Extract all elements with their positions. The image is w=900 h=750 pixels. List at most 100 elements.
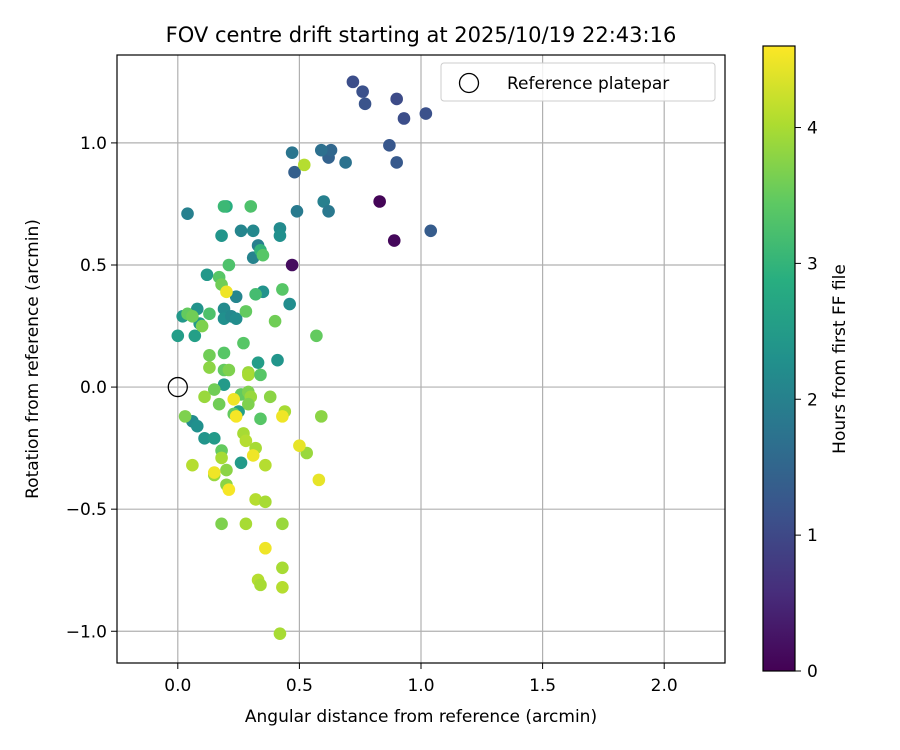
data-point [397, 112, 411, 125]
y-tick-label: −1.0 [66, 622, 107, 642]
colorbar-tick-label: 2 [807, 390, 818, 410]
data-point [310, 329, 323, 343]
data-point [229, 410, 243, 423]
data-point [222, 258, 236, 272]
data-point [249, 287, 262, 301]
data-point [276, 517, 289, 531]
data-point [312, 473, 326, 487]
y-axis-title: Rotation from reference (arcmin) [23, 219, 43, 499]
y-tick-label: −0.5 [66, 500, 107, 520]
data-point [215, 517, 228, 531]
data-point [285, 146, 299, 159]
data-point [317, 195, 331, 208]
data-point [227, 392, 241, 406]
data-point [222, 483, 236, 496]
data-point [259, 541, 272, 555]
data-point [207, 383, 221, 396]
data-point [390, 92, 403, 106]
data-point [239, 517, 253, 531]
data-point [222, 363, 236, 377]
data-point [424, 224, 438, 238]
legend-label-reference: Reference platepar [507, 74, 669, 94]
data-point [203, 361, 216, 374]
data-point [244, 200, 258, 213]
data-point [276, 410, 289, 423]
data-point [297, 158, 311, 172]
legend-marker-reference [458, 72, 480, 94]
data-point [242, 397, 255, 411]
data-point [246, 224, 260, 238]
data-point [234, 456, 248, 470]
x-tick-label: 0.5 [286, 676, 313, 696]
data-point [268, 314, 282, 328]
data-point [239, 434, 253, 448]
y-tick-label: 0.5 [80, 256, 107, 276]
data-point [390, 156, 403, 169]
data-point [200, 268, 214, 282]
data-point [186, 309, 199, 323]
legend: Reference platepar [440, 62, 716, 102]
data-point [188, 329, 202, 343]
legend-box [440, 62, 716, 102]
data-point [178, 410, 192, 423]
colorbar-ticks: 0 1 2 3 4 [795, 119, 818, 682]
data-point [215, 451, 228, 465]
x-tick-label: 0.0 [164, 676, 191, 696]
data-point [181, 207, 194, 221]
data-point [314, 143, 328, 157]
data-point [358, 97, 372, 111]
data-point [171, 329, 185, 343]
data-point [217, 346, 231, 360]
data-point [198, 390, 211, 404]
data-point [387, 234, 401, 247]
data-point [215, 229, 228, 242]
data-point [220, 463, 233, 477]
data-point [254, 412, 267, 426]
colorbar [762, 45, 796, 672]
data-point [259, 495, 272, 509]
data-point [220, 285, 233, 299]
data-point [217, 378, 231, 391]
data-point [276, 561, 289, 575]
x-tick-label: 1.5 [529, 676, 556, 696]
x-tick-label: 2.0 [651, 676, 678, 696]
data-point [246, 449, 260, 462]
reference-marker-group [167, 376, 188, 398]
data-point [239, 305, 253, 318]
data-point [288, 165, 301, 179]
chart-title: FOV centre drift starting at 2025/10/19 … [166, 23, 677, 47]
data-point [186, 458, 199, 472]
data-point [271, 353, 284, 367]
data-point [373, 195, 386, 208]
data-point [356, 85, 369, 98]
y-axis-ticks: −1.0 −0.5 0.0 0.5 1.0 [66, 134, 117, 642]
data-point [203, 349, 216, 362]
data-point [207, 466, 221, 479]
data-point [190, 419, 204, 433]
data-point [290, 204, 304, 218]
colorbar-tick-label: 0 [807, 662, 818, 682]
data-point [229, 290, 243, 304]
data-point [251, 356, 265, 369]
data-point [283, 297, 296, 311]
scatter-points [171, 75, 438, 640]
data-point [249, 493, 262, 506]
data-point [234, 224, 248, 238]
data-point [285, 258, 299, 272]
data-point [198, 432, 211, 445]
data-point [254, 578, 267, 592]
data-point [256, 248, 270, 262]
y-tick-label: 1.0 [80, 134, 107, 154]
data-point [212, 397, 226, 411]
data-point [383, 139, 396, 152]
data-point [229, 312, 243, 326]
colorbar-title: Hours from first FF file [830, 264, 850, 454]
data-point [207, 432, 221, 445]
data-point [419, 107, 433, 120]
data-point [324, 143, 338, 157]
colorbar-tick-label: 4 [807, 119, 818, 139]
data-point [339, 156, 352, 169]
data-point [254, 368, 267, 382]
x-axis-ticks: 0.0 0.5 1.0 1.5 2.0 [164, 663, 678, 696]
